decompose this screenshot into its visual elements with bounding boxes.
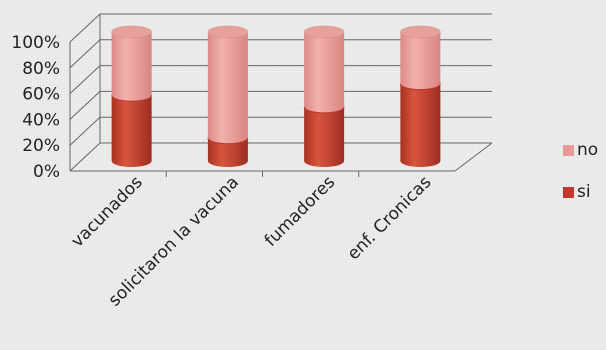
side-gridline [69, 13, 101, 43]
bar-seam [111, 95, 153, 102]
axes [69, 14, 493, 177]
floor-right-edge [454, 142, 493, 172]
y-tick-label: 0% [33, 162, 60, 182]
side-gridline [69, 39, 101, 69]
cylinder-vacunados [111, 25, 153, 167]
bar-segment-no [111, 32, 152, 102]
bar-segment-si [400, 83, 441, 167]
side-gridline [69, 142, 101, 172]
category-label: fumadores [261, 172, 339, 250]
bar-seam [207, 137, 249, 145]
y-tick-label: 20% [22, 136, 60, 156]
side-gridline [69, 116, 101, 146]
y-tick-label: 60% [22, 85, 60, 105]
bar-seam [399, 83, 441, 91]
bar-top-cap [303, 25, 345, 39]
bars [111, 25, 441, 167]
side-gridline [69, 91, 101, 120]
category-label: enf. Cronicas [344, 172, 436, 264]
bar-segment-no [400, 32, 441, 90]
y-tick-label: 80% [22, 59, 60, 79]
legend-swatch-si [563, 187, 574, 198]
bar-segment-si [304, 106, 345, 167]
bar-segment-no [207, 32, 248, 144]
cylinder-fumadores [303, 25, 345, 167]
bar-seam [303, 106, 345, 114]
legend-label-no: no [577, 140, 598, 160]
side-gridline [69, 65, 101, 94]
bar-top-cap [207, 25, 249, 39]
legend-label-si: si [577, 182, 591, 202]
bar-segment-no [304, 32, 345, 113]
y-tick-label: 100% [11, 33, 60, 53]
legend-swatch-no [563, 145, 574, 156]
category-label: vacunados [68, 172, 147, 251]
bar-segment-si [207, 137, 248, 167]
y-tick-labels: 0% 20% 40% 60% 80% 100% [11, 33, 60, 182]
bar-segment-si [111, 95, 152, 167]
legend: no si [563, 140, 598, 202]
bar-top-cap [111, 25, 152, 39]
bar-top-cap [400, 25, 441, 39]
cylinder-solicitaron-la-vacuna [207, 25, 249, 167]
y-tick-label: 40% [22, 110, 60, 130]
cylinder-enf-cronicas [399, 25, 441, 167]
